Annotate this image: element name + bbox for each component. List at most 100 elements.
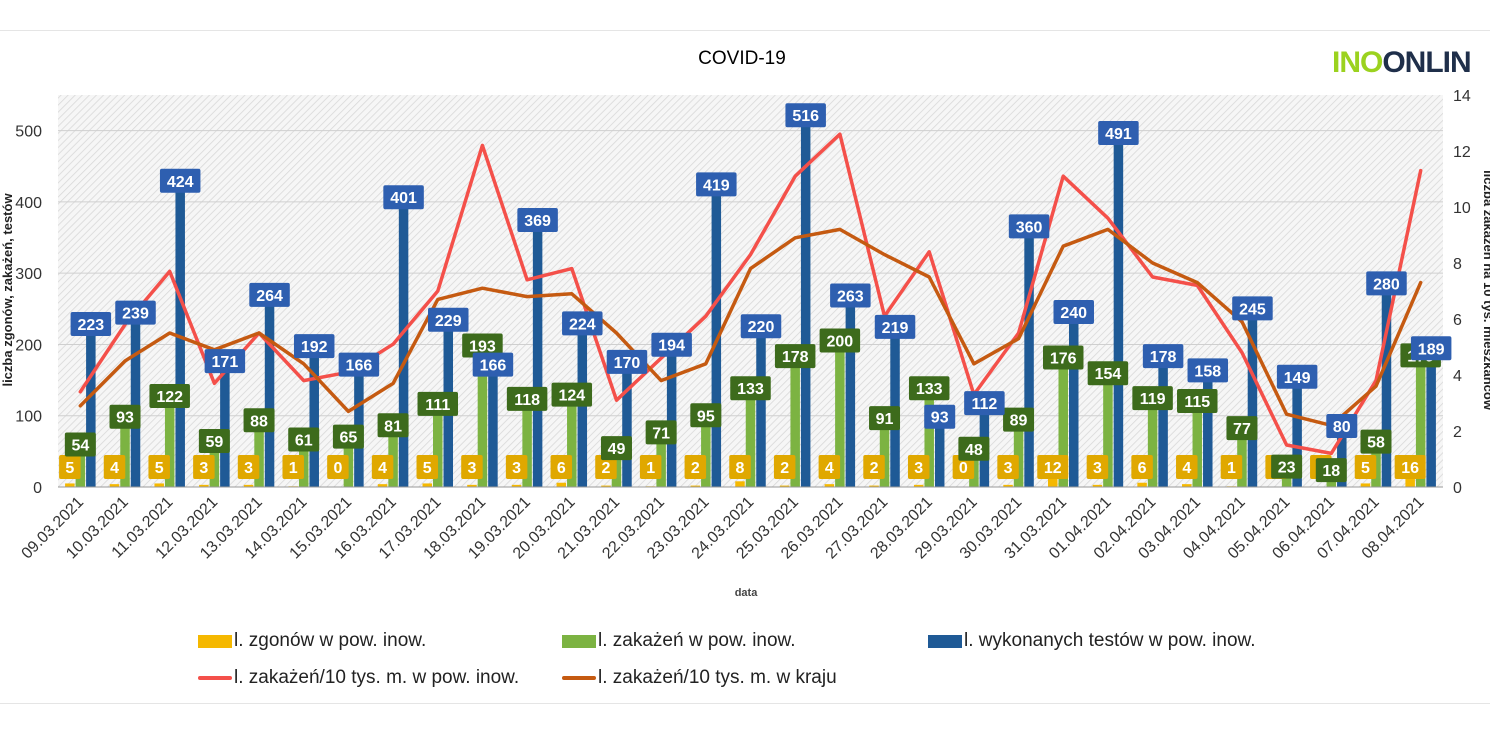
data-label-infections: 23 bbox=[1278, 460, 1296, 477]
data-label-bg-deaths bbox=[1394, 455, 1426, 479]
data-label-bg-infections bbox=[1271, 454, 1303, 479]
bar-infections bbox=[1103, 377, 1113, 487]
data-label-bg-tests bbox=[383, 185, 424, 210]
bar-infections bbox=[835, 344, 845, 487]
y-tick-label: 200 bbox=[15, 337, 42, 354]
bar-deaths bbox=[869, 485, 879, 487]
data-label-tests: 245 bbox=[1239, 301, 1266, 318]
data-label-bg-infections bbox=[243, 408, 275, 433]
bar-deaths bbox=[377, 484, 388, 487]
data-label-bg-infections bbox=[1132, 386, 1173, 411]
data-label-infections: 18 bbox=[1322, 463, 1340, 480]
data-label-bg-infections bbox=[1226, 416, 1258, 441]
data-label-bg-tests bbox=[1008, 214, 1050, 239]
y2-tick-label: 6 bbox=[1453, 312, 1462, 329]
data-label-bg-tests bbox=[696, 172, 737, 197]
data-label-deaths: 3 bbox=[1093, 460, 1102, 477]
data-label-bg-tests bbox=[249, 282, 290, 307]
bar-tests bbox=[622, 365, 632, 487]
y-tick-label: 500 bbox=[15, 124, 42, 141]
bottom-divider bbox=[0, 703, 1490, 704]
bar-tests bbox=[845, 299, 856, 487]
data-label-infections: 95 bbox=[697, 408, 715, 425]
data-label-deaths: 5 bbox=[423, 460, 432, 477]
data-label-bg-tests bbox=[964, 391, 1005, 416]
bar-deaths bbox=[1047, 478, 1058, 487]
data-label-bg-infections bbox=[645, 420, 677, 445]
bar-deaths bbox=[735, 481, 745, 487]
data-label-infections: 111 bbox=[425, 397, 450, 414]
bar-deaths bbox=[1137, 482, 1147, 487]
data-label-deaths: 5 bbox=[65, 460, 74, 477]
data-label-deaths: 3 bbox=[512, 460, 521, 477]
top-divider bbox=[0, 30, 1490, 31]
bar-infections bbox=[879, 422, 890, 487]
data-label-bg-deaths bbox=[1176, 455, 1198, 479]
data-label-bg-deaths bbox=[59, 455, 81, 479]
data-label-infections: 115 bbox=[1184, 394, 1210, 411]
data-label-infections: 88 bbox=[250, 413, 268, 430]
data-label-deaths: 6 bbox=[557, 460, 566, 477]
data-label-tests: 80 bbox=[1333, 419, 1351, 436]
data-label-bg-deaths bbox=[505, 455, 528, 479]
y2-tick-label: 2 bbox=[1453, 424, 1462, 441]
data-label-deaths: 12 bbox=[1044, 460, 1062, 477]
data-label-tests: 239 bbox=[122, 306, 149, 323]
bar-infections bbox=[924, 392, 934, 487]
data-label-infections: 59 bbox=[205, 434, 223, 451]
bar-deaths bbox=[1003, 484, 1013, 487]
data-label-bg-tests bbox=[651, 332, 692, 357]
y2-tick-label: 8 bbox=[1453, 256, 1462, 273]
bar-tests bbox=[1247, 312, 1258, 487]
data-label-bg-deaths bbox=[818, 455, 841, 479]
bar-tests bbox=[666, 348, 677, 487]
data-label-deaths: 1 bbox=[1227, 460, 1236, 477]
data-label-infections: 61 bbox=[295, 433, 313, 450]
bar-tests bbox=[1426, 352, 1436, 487]
y-tick-label: 400 bbox=[15, 195, 42, 212]
data-label-bg-tests bbox=[472, 352, 514, 377]
data-label-tests: 220 bbox=[748, 319, 775, 336]
bar-tests bbox=[800, 119, 811, 487]
y-tick-label: 300 bbox=[15, 266, 42, 283]
data-label-infections: 49 bbox=[608, 441, 626, 458]
bar-tests bbox=[532, 224, 543, 487]
data-label-bg-tests bbox=[1053, 299, 1094, 324]
data-label-bg-deaths bbox=[1086, 455, 1109, 479]
data-label-deaths: 3 bbox=[199, 460, 208, 477]
data-label-bg-deaths bbox=[1037, 455, 1069, 479]
data-label-bg-infections bbox=[730, 376, 771, 401]
data-label-bg-deaths bbox=[595, 455, 617, 479]
data-label-bg-deaths bbox=[461, 455, 483, 479]
data-label-deaths: 6 bbox=[1138, 460, 1147, 477]
data-label-deaths: 3 bbox=[244, 460, 253, 477]
bar-deaths bbox=[511, 484, 522, 487]
data-label-bg-deaths bbox=[1220, 455, 1243, 479]
data-label-tests: 223 bbox=[77, 317, 104, 334]
bar-infections bbox=[120, 420, 130, 487]
data-label-bg-tests bbox=[1232, 296, 1273, 321]
data-label-deaths: 4 bbox=[1182, 460, 1191, 477]
bar-deaths bbox=[65, 483, 75, 487]
data-label-bg-tests bbox=[1366, 271, 1407, 296]
data-label-bg-tests bbox=[338, 352, 380, 377]
bar-deaths bbox=[690, 485, 701, 487]
data-label-bg-infections bbox=[869, 406, 901, 431]
x-axis-title: data bbox=[735, 587, 759, 599]
data-label-bg-tests bbox=[115, 300, 156, 325]
bar-tests bbox=[934, 420, 945, 487]
data-label-tests: 189 bbox=[1418, 341, 1445, 358]
bar-infections bbox=[1147, 402, 1158, 487]
data-label-tests: 240 bbox=[1060, 305, 1087, 322]
data-label-bg-deaths bbox=[863, 455, 885, 479]
bar-infections bbox=[477, 349, 488, 487]
data-label-tests: 401 bbox=[390, 190, 417, 207]
data-label-tests: 229 bbox=[435, 313, 462, 330]
data-label-deaths: 3 bbox=[914, 460, 923, 477]
logo-part-1: INO bbox=[1332, 46, 1383, 79]
bar-infections bbox=[1013, 423, 1024, 487]
data-label-bg-infections bbox=[506, 386, 548, 411]
data-label-bg-deaths bbox=[550, 455, 573, 479]
data-label-bg-infections bbox=[462, 333, 503, 358]
